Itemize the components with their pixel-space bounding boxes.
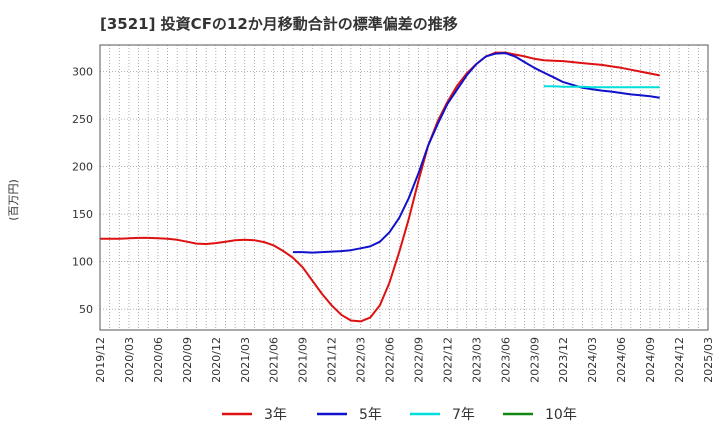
x-tick-label: 2022/09 <box>412 337 425 383</box>
x-tick-label: 2020/09 <box>181 337 194 383</box>
y-tick-label: 100 <box>72 256 93 269</box>
legend-label: 5年 <box>359 407 382 423</box>
x-tick-label: 2022/06 <box>384 337 397 383</box>
x-tick-label: 2020/06 <box>152 337 165 383</box>
series-line-7年 <box>543 85 660 89</box>
y-tick-label: 300 <box>72 66 93 79</box>
x-tick-label: 2021/06 <box>268 337 281 383</box>
y-tick-label: 50 <box>79 303 93 316</box>
x-tick-label: 2020/03 <box>123 337 136 383</box>
x-tick-label: 2024/09 <box>644 337 657 383</box>
x-tick-label: 2025/03 <box>702 337 715 383</box>
x-tick-label: 2024/03 <box>586 337 599 383</box>
y-tick-label: 250 <box>72 113 93 126</box>
x-tick-label: 2022/12 <box>441 337 454 383</box>
legend-label: 7年 <box>452 407 475 423</box>
y-tick-label: 150 <box>72 208 93 221</box>
series-line-3年 <box>100 51 660 323</box>
x-tick-label: 2021/09 <box>297 337 310 383</box>
legend: 3年 5年 7年 10年 <box>222 407 577 423</box>
x-tick-label: 2020/12 <box>210 337 223 383</box>
x-tick-label: 2021/03 <box>239 337 252 383</box>
grid-lines <box>100 45 708 330</box>
x-tick-label: 2023/03 <box>470 337 483 383</box>
x-tick-labels: 2019/12 2020/03 2020/06 2020/09 2020/12 2021/… <box>94 337 715 383</box>
x-tick-label: 2024/12 <box>673 337 686 383</box>
x-tick-label: 2023/09 <box>528 337 541 383</box>
y-tick-labels: 50 100 150 200 250 300 <box>72 66 93 317</box>
x-tick-label: 2022/03 <box>355 337 368 383</box>
series-line-5年 <box>293 52 660 254</box>
x-tick-label: 2019/12 <box>94 337 107 383</box>
legend-label: 10年 <box>545 407 577 423</box>
x-tick-label: 2023/12 <box>557 337 570 383</box>
chart-title: [3521] 投資CFの12か月移動合計の標準偏差の推移 <box>100 15 458 33</box>
x-tick-label: 2024/06 <box>615 337 628 383</box>
x-tick-label: 2021/12 <box>326 337 339 383</box>
series-lines <box>100 51 660 323</box>
plot-frame <box>99 44 709 331</box>
x-tick-label: 2023/06 <box>499 337 512 383</box>
y-tick-label: 200 <box>72 161 93 174</box>
y-axis-label: (百万円) <box>7 179 20 221</box>
legend-label: 3年 <box>264 407 287 423</box>
